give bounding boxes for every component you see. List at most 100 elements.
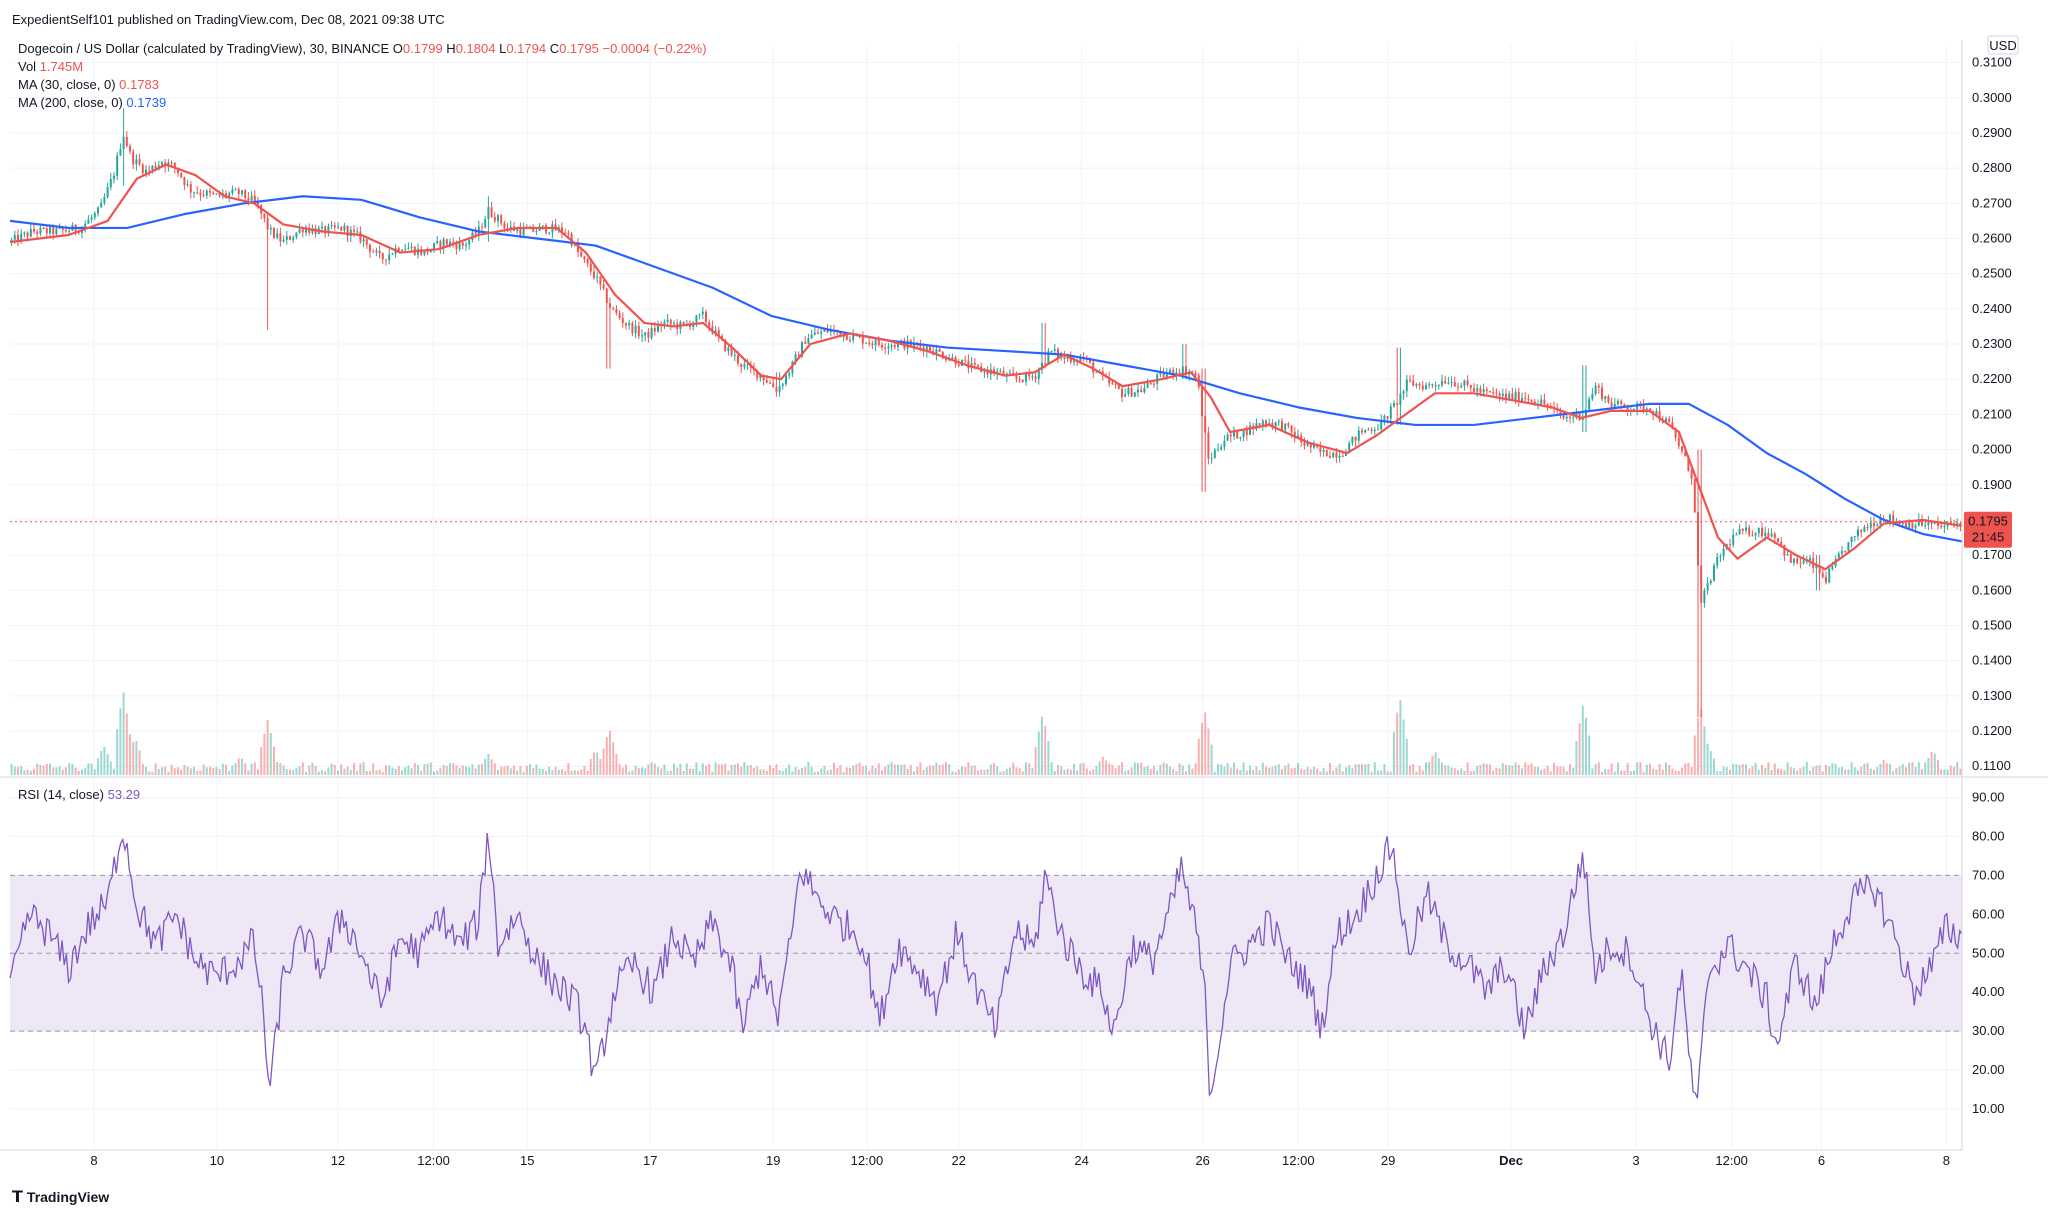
volume-bar (1169, 766, 1171, 775)
ma200-row[interactable]: MA (200, close, 0) 0.1739 (18, 94, 707, 112)
volume-bar (1252, 769, 1255, 775)
candle-body (1319, 447, 1322, 452)
rsi-legend[interactable]: RSI (14, close) 53.29 (18, 787, 140, 802)
volume-bar (1386, 771, 1389, 775)
symbol-name[interactable]: Dogecoin / US Dollar (calculated by Trad… (18, 41, 390, 56)
candle-body (1453, 381, 1456, 387)
candle-body (1764, 532, 1767, 537)
candle-body (61, 227, 64, 230)
candle-body (215, 193, 218, 195)
volume-bar (903, 764, 906, 775)
candle-body (1402, 391, 1405, 394)
candle-body (1169, 369, 1171, 374)
candle-body (506, 227, 509, 229)
candle-body (1108, 377, 1111, 384)
candle-body (1425, 385, 1427, 390)
volume-bar (753, 767, 755, 775)
candle-body (445, 239, 448, 245)
candle-body (1463, 380, 1466, 386)
volume-bar (1953, 766, 1955, 775)
volume-bar (583, 765, 586, 775)
candle-body (1837, 553, 1840, 559)
volume-bar (1121, 762, 1123, 775)
candle-body (1210, 458, 1213, 460)
candle-body (1002, 370, 1005, 377)
candle-body (1377, 429, 1379, 431)
volume-bar (695, 762, 698, 775)
price-tick-label: 0.1600 (1972, 582, 2012, 597)
candle-body (759, 375, 762, 379)
candle-body (884, 347, 887, 349)
volume-bar (884, 766, 887, 775)
volume-bar (1220, 764, 1223, 775)
candle-body (189, 184, 192, 193)
tradingview-brand[interactable]: 𝗧 TradingView (12, 1187, 109, 1207)
volume-bar (1188, 764, 1191, 775)
volume-bar (260, 747, 263, 775)
candle-body (1799, 563, 1802, 565)
candle-body (1325, 449, 1328, 457)
volume-bar (1233, 762, 1235, 775)
candle-body (673, 323, 675, 325)
candle-body (1607, 396, 1610, 403)
volume-bar (375, 770, 378, 775)
candle-body (458, 242, 461, 249)
volume-bar (1191, 768, 1194, 775)
volume-bar (1165, 763, 1168, 775)
candle-body (644, 332, 647, 336)
candle-body (1802, 560, 1805, 564)
ma30-row[interactable]: MA (30, close, 0) 0.1783 (18, 76, 707, 94)
volume-bar (1111, 764, 1114, 775)
volume-bar (1236, 768, 1239, 775)
candle-body (1709, 580, 1712, 584)
volume-bar (273, 746, 275, 775)
volume-bar (813, 771, 816, 775)
candle-body (919, 344, 922, 347)
candle-body (1610, 402, 1613, 408)
volume-bar (1853, 767, 1856, 775)
volume-bar (452, 763, 455, 775)
volume-bar (567, 762, 570, 775)
volume-bar (1501, 763, 1504, 775)
candle-body (1236, 431, 1239, 439)
candle-body (1281, 421, 1283, 430)
volume-bar (1809, 770, 1811, 775)
volume-bar (77, 770, 80, 775)
candle-body (484, 218, 487, 228)
volume-bar (1639, 762, 1642, 775)
candle-body (1815, 565, 1818, 569)
volume-bar (445, 765, 448, 775)
candle-body (708, 322, 711, 327)
volume-bar (1607, 769, 1610, 775)
price-change: −0.0004 (−0.22%) (602, 41, 707, 56)
volume-bar (1300, 768, 1303, 775)
candle-body (845, 334, 848, 340)
volume-bar (74, 767, 77, 775)
volume-bar (337, 770, 339, 775)
volume-bar (1261, 762, 1264, 775)
volume-bar (1025, 762, 1027, 775)
volume-bar (1421, 770, 1424, 775)
candle-body (372, 251, 375, 253)
volume-bar (762, 769, 765, 775)
ma30-line (9, 163, 1963, 571)
volume-bar (551, 770, 554, 775)
volume-bar (1028, 763, 1031, 775)
candle-body (39, 227, 42, 234)
volume-bar (1514, 762, 1517, 775)
volume-bar (797, 769, 800, 775)
volume-bar (1287, 763, 1290, 775)
volume-row[interactable]: Vol 1.745M (18, 58, 707, 76)
ma30-value: 0.1783 (119, 77, 159, 92)
volume-bar (1857, 770, 1859, 775)
candle-body (823, 329, 826, 332)
candle-body (1434, 385, 1437, 387)
candle-body (1780, 541, 1783, 545)
candle-body (196, 192, 199, 194)
rsi-tick-label: 10.00 (1972, 1101, 2005, 1116)
volume-bar (81, 769, 83, 775)
candle-body (429, 249, 432, 253)
volume-bar (285, 769, 288, 775)
volume-bar (621, 767, 624, 775)
